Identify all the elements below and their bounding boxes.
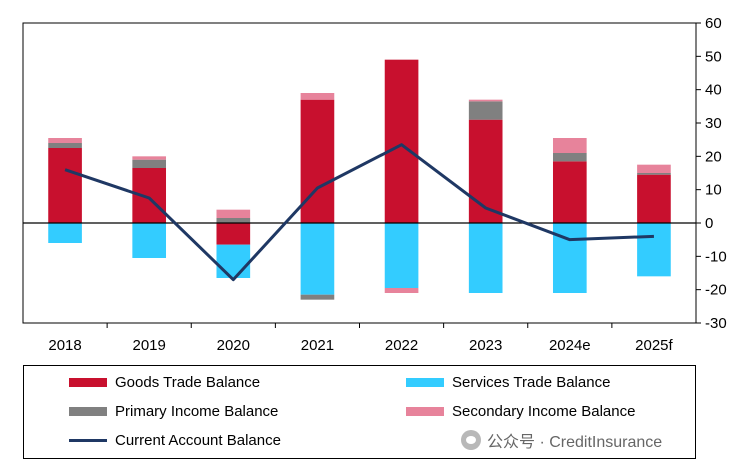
x-tick-label: 2021 xyxy=(301,337,334,354)
bar-goods-trade-balance-2024e xyxy=(552,161,587,223)
bar-services-trade-balance-2022 xyxy=(384,223,419,288)
legend-label-secondary: Secondary Income Balance xyxy=(452,402,636,420)
bar-secondary-income-balance-2024e xyxy=(552,138,587,153)
watermark-text: 公众号 · CreditInsurance xyxy=(487,434,663,451)
watermark: 公众号 · CreditInsurance xyxy=(461,428,662,452)
bar-services-trade-balance-2019 xyxy=(132,223,167,258)
y-tick-label: 20 xyxy=(705,148,722,165)
bar-secondary-income-balance-2021 xyxy=(300,93,335,100)
bar-primary-income-balance-2019 xyxy=(132,159,167,168)
y-tick-label: -30 xyxy=(705,315,727,332)
legend-label-current-account: Current Account Balance xyxy=(115,431,281,449)
legend-swatch-goods xyxy=(69,377,107,387)
bar-primary-income-balance-2025f xyxy=(637,173,671,175)
legend-label-goods: Goods Trade Balance xyxy=(115,373,261,391)
bar-services-trade-balance-2024e xyxy=(552,223,587,293)
bar-secondary-income-balance-2020 xyxy=(216,209,251,218)
x-tick-label: 2023 xyxy=(469,337,502,354)
y-tick-label: -10 xyxy=(705,248,727,265)
y-tick-label: -20 xyxy=(705,282,727,299)
bar-primary-income-balance-2023 xyxy=(468,101,503,120)
y-tick-label: 10 xyxy=(705,182,722,199)
bar-goods-trade-balance-2023 xyxy=(468,119,503,223)
x-tick-label: 2019 xyxy=(133,337,166,354)
bar-services-trade-balance-2023 xyxy=(468,223,503,293)
bar-services-trade-balance-2021 xyxy=(300,223,335,295)
y-tick-label: 40 xyxy=(705,82,722,99)
legend-swatch-services xyxy=(406,377,444,387)
legend-label-services: Services Trade Balance xyxy=(452,373,611,391)
bar-services-trade-balance-2025f xyxy=(637,223,671,277)
y-tick-label: 30 xyxy=(705,115,722,132)
bar-primary-income-balance-2018 xyxy=(48,143,82,148)
legend-item-services: Services Trade Balance xyxy=(406,371,610,393)
legend-swatch-current-account xyxy=(69,438,107,442)
legend-item-current-account: Current Account Balance xyxy=(69,429,281,451)
legend-label-primary: Primary Income Balance xyxy=(115,402,279,420)
bar-goods-trade-balance-2018 xyxy=(48,148,82,223)
legend-swatch-secondary xyxy=(406,406,444,416)
bar-services-trade-balance-2018 xyxy=(48,223,82,243)
line-series-group xyxy=(64,143,655,282)
legend: Goods Trade Balance Services Trade Balan… xyxy=(23,365,696,459)
bar-goods-trade-balance-2021 xyxy=(300,99,335,223)
bar-services-trade-balance-2020 xyxy=(216,244,251,278)
x-axis: 2018 2019 2020 2021 2022 2023 2024e 2025f xyxy=(48,323,674,354)
bars-group xyxy=(48,59,671,300)
bar-primary-income-balance-2021 xyxy=(300,294,335,300)
bar-secondary-income-balance-2022 xyxy=(384,288,419,293)
legend-item-goods: Goods Trade Balance xyxy=(69,371,260,393)
bar-secondary-income-balance-2019 xyxy=(132,156,167,160)
bar-secondary-income-balance-2025f xyxy=(637,164,671,173)
y-tick-label: 50 xyxy=(705,48,722,65)
line-current-account-balance xyxy=(64,143,654,282)
plot-area-frame xyxy=(22,22,697,324)
bar-goods-trade-balance-2020 xyxy=(216,223,251,245)
bar-secondary-income-balance-2023 xyxy=(468,99,503,102)
bar-goods-trade-balance-2022 xyxy=(384,59,419,223)
x-tick-label: 2022 xyxy=(385,337,418,354)
x-tick-label: 2020 xyxy=(217,337,250,354)
y-tick-label: 60 xyxy=(705,15,722,32)
x-tick-label: 2025f xyxy=(635,337,673,354)
bar-secondary-income-balance-2018 xyxy=(48,138,82,143)
bar-primary-income-balance-2024e xyxy=(552,153,587,162)
x-tick-label: 2018 xyxy=(48,337,81,354)
y-axis: -30 -20 -10 0 10 20 30 40 50 60 xyxy=(696,15,727,332)
legend-item-secondary: Secondary Income Balance xyxy=(406,400,635,422)
legend-item-primary: Primary Income Balance xyxy=(69,400,278,422)
y-tick-label: 0 xyxy=(705,215,713,232)
legend-swatch-primary xyxy=(69,406,107,416)
bar-goods-trade-balance-2025f xyxy=(637,174,671,223)
wechat-icon xyxy=(461,430,481,450)
x-tick-label: 2024e xyxy=(549,337,591,354)
bar-primary-income-balance-2020 xyxy=(216,218,251,223)
